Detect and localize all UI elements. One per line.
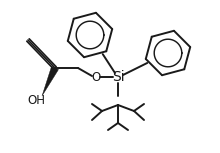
- Text: O: O: [91, 71, 101, 84]
- Text: OH: OH: [27, 95, 45, 108]
- Polygon shape: [42, 66, 59, 96]
- Text: Si: Si: [112, 70, 124, 84]
